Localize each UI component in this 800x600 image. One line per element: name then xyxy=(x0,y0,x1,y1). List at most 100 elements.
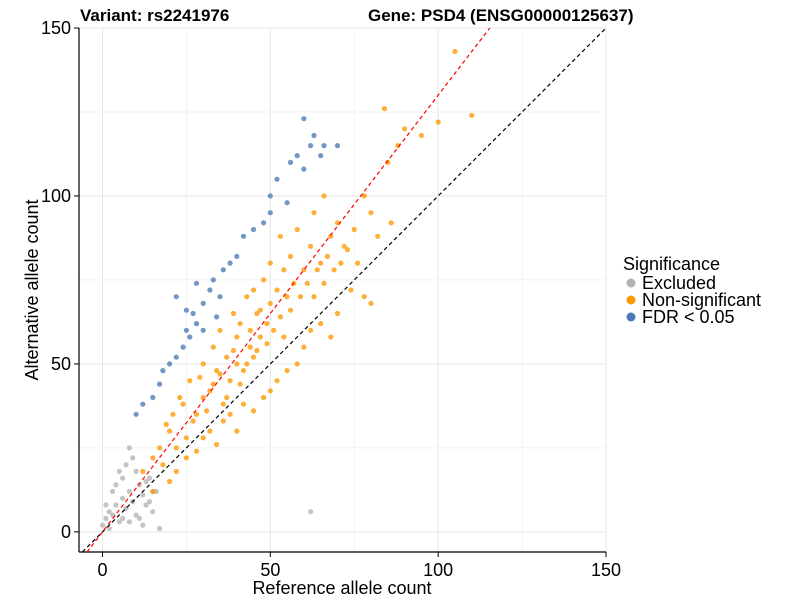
point-fdr-0-05 xyxy=(267,210,273,216)
point-non-significant xyxy=(361,294,367,300)
point-fdr-0-05 xyxy=(173,294,179,300)
point-non-significant xyxy=(230,347,236,354)
point-non-significant xyxy=(274,378,280,384)
point-excluded xyxy=(116,519,122,525)
point-non-significant xyxy=(173,445,179,451)
point-non-significant xyxy=(220,418,226,424)
point-non-significant xyxy=(368,210,374,216)
point-non-significant xyxy=(321,280,327,286)
point-fdr-0-05 xyxy=(240,233,247,239)
point-non-significant xyxy=(277,233,283,239)
point-non-significant xyxy=(328,334,334,340)
point-non-significant xyxy=(170,411,176,417)
grid-lines xyxy=(79,27,607,552)
point-non-significant xyxy=(167,428,173,434)
point-non-significant xyxy=(247,344,253,350)
point-fdr-0-05 xyxy=(207,287,213,293)
point-non-significant xyxy=(355,260,361,266)
point-fdr-0-05 xyxy=(200,327,206,333)
point-non-significant xyxy=(227,378,233,384)
point-non-significant xyxy=(301,344,307,350)
point-non-significant xyxy=(257,307,263,313)
point-non-significant xyxy=(267,260,273,266)
y-tick-label: 0 xyxy=(61,522,71,542)
point-excluded xyxy=(103,502,109,508)
point-fdr-0-05 xyxy=(140,401,146,407)
point-excluded xyxy=(113,482,119,488)
point-fdr-0-05 xyxy=(234,253,240,259)
point-excluded xyxy=(120,515,126,522)
point-fdr-0-05 xyxy=(183,327,189,333)
point-non-significant xyxy=(267,300,273,306)
point-non-significant xyxy=(348,287,354,293)
point-non-significant xyxy=(227,411,233,417)
point-fdr-0-05 xyxy=(301,166,307,172)
y-axis-ticks: 0 50 100 150 xyxy=(41,18,79,542)
point-non-significant xyxy=(244,361,250,367)
x-tick-label: 150 xyxy=(591,560,621,580)
point-excluded xyxy=(126,488,132,495)
point-excluded xyxy=(99,522,106,528)
point-fdr-0-05 xyxy=(311,132,317,139)
point-fdr-0-05 xyxy=(193,280,200,286)
y-tick-label: 50 xyxy=(51,354,71,374)
point-non-significant xyxy=(311,210,317,216)
point-non-significant xyxy=(150,455,156,461)
point-non-significant xyxy=(318,321,324,327)
point-non-significant xyxy=(418,132,424,139)
point-non-significant xyxy=(281,267,287,273)
x-tick-label: 50 xyxy=(260,560,280,580)
point-non-significant xyxy=(388,220,394,226)
point-fdr-0-05 xyxy=(210,277,216,283)
point-non-significant xyxy=(294,361,300,367)
point-non-significant xyxy=(217,371,223,377)
point-excluded xyxy=(143,478,149,485)
point-non-significant xyxy=(200,394,206,401)
point-non-significant xyxy=(311,294,317,300)
point-fdr-0-05 xyxy=(133,411,139,417)
point-non-significant xyxy=(284,294,290,300)
reference-lines xyxy=(81,27,607,553)
point-excluded xyxy=(126,445,132,451)
point-non-significant xyxy=(287,307,294,313)
point-excluded xyxy=(110,488,116,495)
point-non-significant xyxy=(234,361,240,367)
x-tick-label: 0 xyxy=(97,560,107,580)
point-non-significant xyxy=(331,267,337,273)
point-non-significant xyxy=(304,280,310,286)
point-excluded xyxy=(133,512,139,518)
point-fdr-0-05 xyxy=(180,344,186,350)
point-fdr-0-05 xyxy=(334,143,341,149)
point-non-significant xyxy=(341,243,347,249)
y-tick-label: 100 xyxy=(41,186,71,206)
point-fdr-0-05 xyxy=(250,226,257,233)
point-non-significant xyxy=(395,143,401,149)
point-fdr-0-05 xyxy=(187,334,193,340)
point-non-significant xyxy=(250,287,257,293)
point-non-significant xyxy=(210,344,216,350)
point-non-significant xyxy=(261,277,267,283)
point-non-significant xyxy=(183,435,189,441)
point-fdr-0-05 xyxy=(157,381,163,387)
point-non-significant xyxy=(207,428,213,434)
point-non-significant xyxy=(220,401,226,407)
point-non-significant xyxy=(200,361,206,367)
point-fdr-0-05 xyxy=(227,260,233,266)
point-non-significant xyxy=(287,253,294,259)
point-non-significant xyxy=(297,294,304,300)
point-non-significant xyxy=(224,354,230,360)
point-excluded xyxy=(123,462,129,468)
point-excluded xyxy=(130,455,136,461)
point-non-significant xyxy=(193,411,200,417)
x-axis-title: Reference allele count xyxy=(252,578,431,598)
point-non-significant xyxy=(271,327,277,333)
point-non-significant xyxy=(190,418,196,424)
point-non-significant xyxy=(385,159,391,165)
point-non-significant xyxy=(257,334,263,340)
point-excluded xyxy=(106,509,112,515)
point-non-significant xyxy=(328,233,334,239)
y-axis-title: Alternative allele count xyxy=(22,199,42,380)
point-non-significant xyxy=(237,321,243,327)
point-non-significant xyxy=(435,119,441,125)
point-non-significant xyxy=(254,347,260,354)
